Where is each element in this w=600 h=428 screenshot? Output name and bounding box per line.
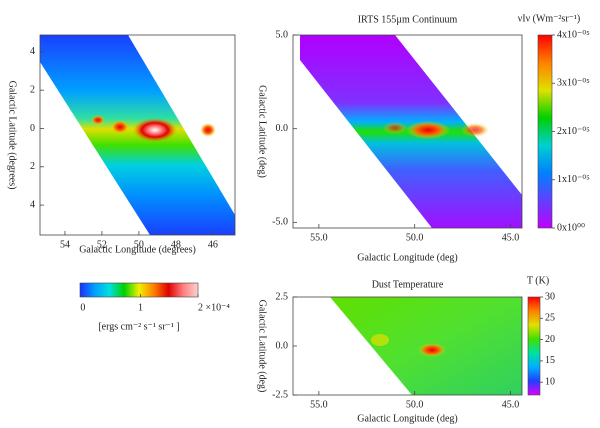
x-tick-label: 55.0 xyxy=(310,399,328,410)
y-tick-label: 0.0 xyxy=(276,123,289,134)
x-tick-label: 45.0 xyxy=(502,399,520,410)
map-b xyxy=(300,35,522,228)
chart-title: Dust Temperature xyxy=(372,279,444,290)
panel: 55.0 50.0 45.0 2.5 0.0 -2.5 Galactic Longitude… xyxy=(257,275,555,424)
x-tick-label: 52 xyxy=(97,239,107,250)
colorbar-tick-label: 20 xyxy=(545,334,555,345)
plot-frame xyxy=(39,34,236,236)
y-axis-label: Galactic Latitude (degrees) xyxy=(7,81,18,190)
colorbar-tick-label: 0x10⁰⁰ xyxy=(557,222,585,233)
y-tick-label: -2.5 xyxy=(272,389,288,400)
x-tick-label: 45.0 xyxy=(502,232,520,243)
colorbar xyxy=(79,282,199,298)
colorbar-tick-label: 10 xyxy=(545,377,555,388)
colorbar-tick-label: 2 ×10⁻⁴ xyxy=(198,302,230,313)
colorbar-label: T (K) xyxy=(527,275,549,286)
colorbar-label: [ergs cm⁻² s⁻¹ sr⁻¹ ] xyxy=(98,321,179,332)
colorbar xyxy=(537,34,553,229)
colorbar-tick-label: 0 xyxy=(80,302,85,313)
colorbar xyxy=(527,296,541,396)
x-tick-label: 54 xyxy=(60,239,70,250)
y-tick-label: 2 xyxy=(30,161,35,172)
colorbar-tick-label: 1 xyxy=(138,302,143,313)
panel: 54 52 50 48 46 4 2 0 2 4 Galactic Longitude (degre… xyxy=(7,34,236,332)
y-axis-label: Galactic Latitude (deg) xyxy=(257,300,268,393)
x-tick-label: 55.0 xyxy=(310,232,328,243)
colorbar-tick-label: 30 xyxy=(545,291,555,302)
x-tick-label: 50 xyxy=(134,239,144,250)
y-tick-label: 4 xyxy=(30,199,35,210)
colorbar-tick-label: 15 xyxy=(545,355,555,366)
y-tick-label: 4 xyxy=(30,46,35,57)
y-tick-label: -5.0 xyxy=(272,217,288,228)
y-axis-label: Galactic Latitude (deg) xyxy=(257,85,268,178)
x-tick-label: 46 xyxy=(208,239,218,250)
colorbar-tick-label: 25 xyxy=(545,313,555,324)
panel: 55.0 50.0 45.0 5.0 0.0 -5.0 Galactic Longitude… xyxy=(257,13,590,263)
y-tick-label: 0 xyxy=(30,123,35,134)
x-tick-label: 50.0 xyxy=(406,399,424,410)
map-a xyxy=(40,35,235,235)
colorbar-tick-label: 4x10⁻⁰⁵ xyxy=(557,29,590,40)
colorbar-label: νIν (Wm⁻²sr⁻¹) xyxy=(518,13,581,24)
y-tick-label: 5.0 xyxy=(276,29,289,40)
y-tick-label: 2 xyxy=(30,84,35,95)
x-axis-label: Galactic Longitude (degrees) xyxy=(79,244,196,255)
x-axis-label: Galactic Longitude (deg) xyxy=(357,252,458,263)
colorbar-tick-label: 2x10⁻⁰⁵ xyxy=(557,126,590,137)
y-tick-label: 0.0 xyxy=(276,340,289,351)
chart-title: IRTS 155µm Continuum xyxy=(358,14,458,25)
colorbar-tick-label: 3x10⁻⁰⁵ xyxy=(557,78,590,89)
colorbar-tick-label: 1x10⁻⁰⁵ xyxy=(557,174,590,185)
x-tick-label: 50.0 xyxy=(406,232,424,243)
y-tick-label: 2.5 xyxy=(276,291,289,302)
plot-frame xyxy=(292,34,523,229)
x-tick-label: 48 xyxy=(171,239,181,250)
x-axis-label: Galactic Longitude (deg) xyxy=(357,413,458,424)
map-c xyxy=(330,297,522,395)
